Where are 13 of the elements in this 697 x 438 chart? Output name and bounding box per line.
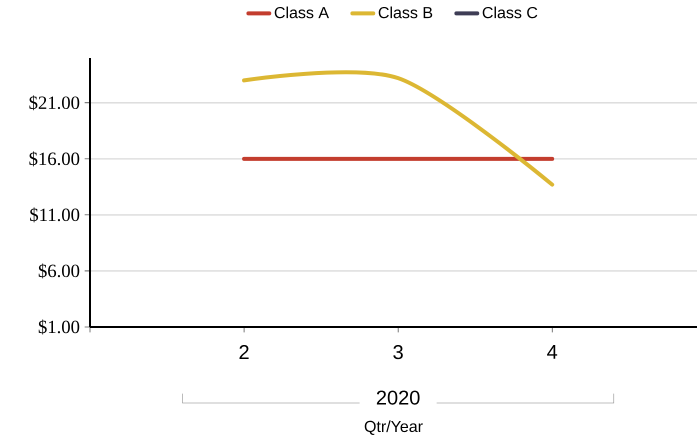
- x-tick-label: 2: [240, 345, 249, 359]
- x-axis-title: Qtr/Year: [364, 420, 423, 435]
- x-tick-label: 4: [547, 345, 558, 359]
- y-tick-label: $21.00: [29, 95, 80, 110]
- text: 2020: [376, 390, 420, 405]
- y-tick-label: $1.00: [38, 320, 80, 334]
- y-tick-label: $11.00: [30, 207, 80, 222]
- legend-label: Class B: [378, 6, 432, 18]
- legend-label: Class C: [482, 6, 538, 18]
- x-tick-label: 3: [393, 345, 403, 360]
- y-tick-label: $6.00: [38, 263, 80, 278]
- y-tick-label: $16.00: [29, 151, 80, 166]
- legend-label: Class A: [274, 6, 330, 18]
